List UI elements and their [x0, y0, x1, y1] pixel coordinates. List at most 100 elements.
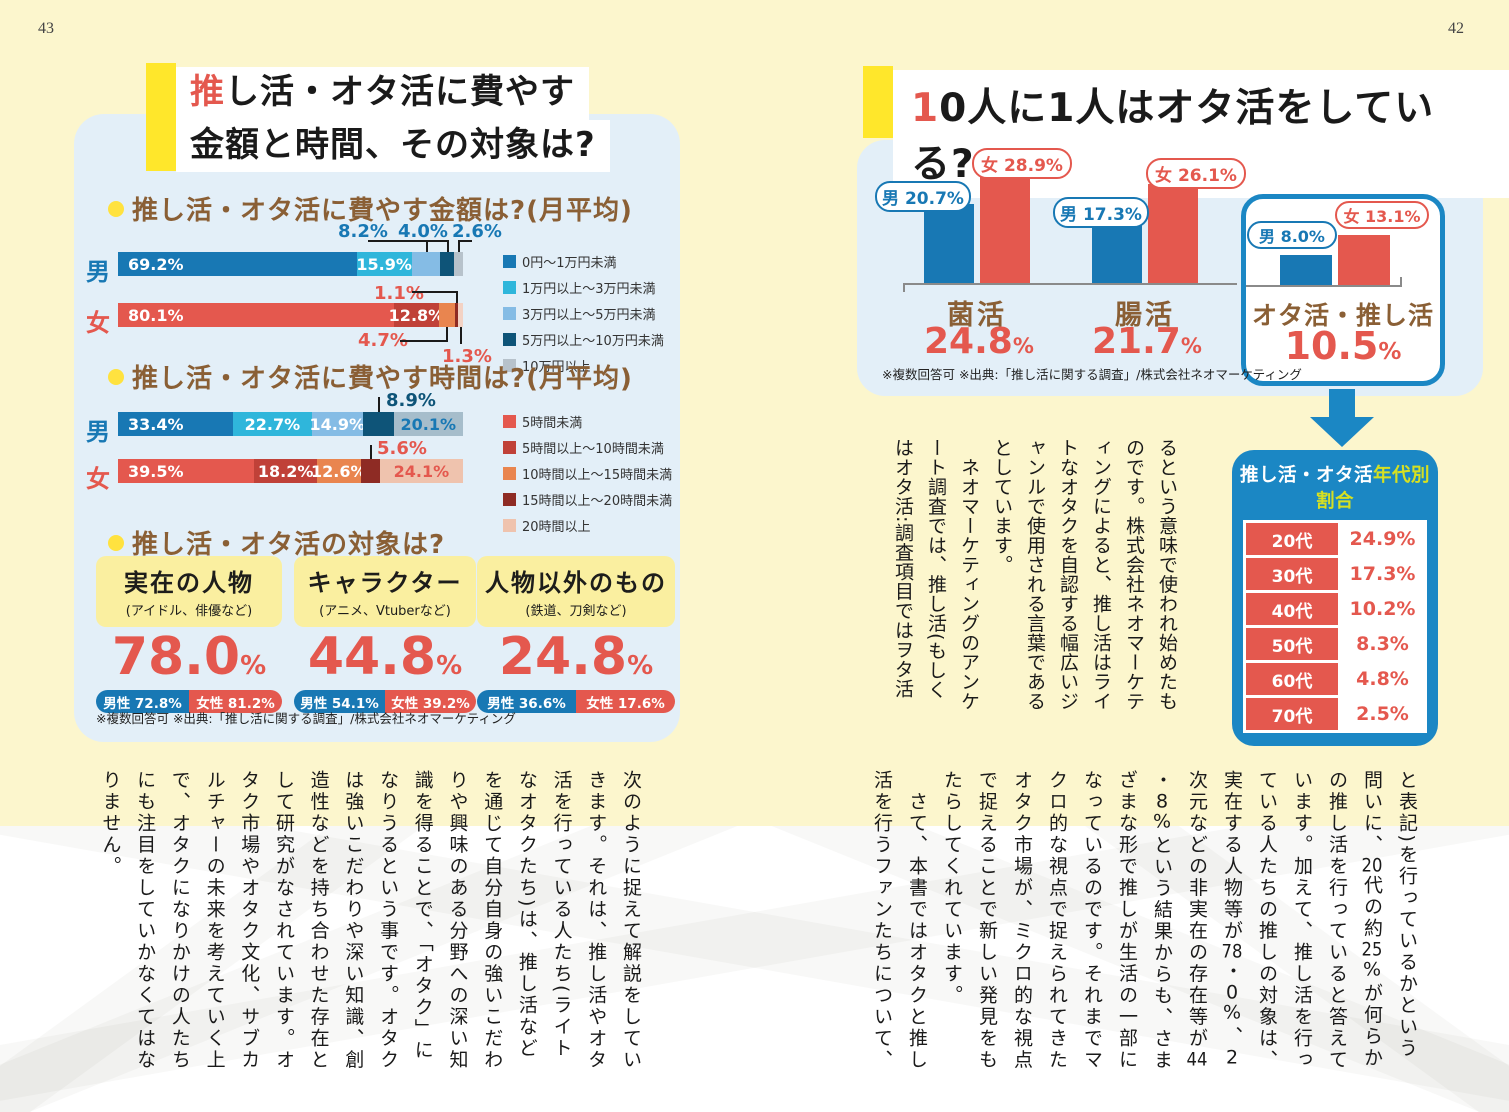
group-total-otakatsu: 10.5%	[1241, 324, 1445, 368]
bar-male-kinkatsu	[924, 204, 974, 283]
age-cell: 20代	[1246, 523, 1338, 555]
heading-text: 推し活・オタ活の対象は?	[132, 530, 446, 560]
title-line-1: 推し活・オタ活に費やす	[176, 67, 589, 120]
body-text-right-bottom: と表記)を行っているかという問いに、20代の約25%が何らかの推し活を行っている…	[871, 770, 1418, 1072]
bar-segment: 20.1%	[393, 412, 463, 436]
age-cell: 50代	[1246, 628, 1338, 660]
bar-segment: 33.4%	[118, 412, 234, 436]
callout-line	[458, 240, 472, 254]
value-cell: 4.8%	[1341, 663, 1424, 695]
callout-label: 1.1%	[374, 283, 424, 304]
bar-segment	[458, 303, 463, 327]
age-cell: 30代	[1246, 558, 1338, 590]
title-line-2: 金額と時間、その対象は?	[176, 119, 610, 172]
age-table-row: 30代 17.3%	[1246, 558, 1424, 590]
female-share: 女性 39.2%	[385, 690, 476, 714]
callout-line	[412, 291, 458, 305]
bottom-rays-background	[0, 826, 1509, 1112]
bullet-dot-icon	[108, 368, 124, 385]
body-text-left-bottom: 次のように捉えて解説をしていきます。それは、推し活やオタ活を行っている人たち(ラ…	[99, 770, 642, 1071]
percent-sign: %	[436, 651, 463, 681]
value-cell: 24.9%	[1341, 523, 1424, 555]
card-value: 78.0%	[111, 627, 267, 687]
callout-label: 5.6%	[377, 438, 427, 459]
female-share: 女性 17.6%	[576, 690, 675, 714]
age-table-row: 50代 8.3%	[1246, 628, 1424, 660]
group-total: 24.8%	[924, 321, 1034, 362]
card-subtitle: (アニメ、Vtuberなど)	[319, 604, 451, 619]
time-section-heading: 推し活・オタ活に費やす時間は?(月平均)	[108, 358, 633, 395]
title-text: 0人に1人はオタ活をしている?	[911, 86, 1435, 187]
total-value: 10.5	[1284, 324, 1379, 368]
pill-female-kinkatsu: 女 28.9%	[972, 148, 1072, 179]
callout-label: 2.6%	[452, 221, 502, 242]
bar-segment	[360, 459, 380, 483]
legend-swatch-icon	[503, 281, 516, 294]
card-value: 24.8%	[498, 627, 654, 687]
legend-label: 5時間以上〜10時間未満	[522, 442, 664, 457]
bar-segment: 39.5%	[118, 459, 255, 483]
callout-label: 8.2%	[338, 221, 388, 242]
callout-label: 4.0%	[398, 221, 448, 242]
male-share: 男性 72.8%	[96, 690, 189, 714]
age-table-row: 20代 24.9%	[1246, 523, 1424, 555]
bullet-dot-icon	[108, 200, 124, 217]
legend-swatch-icon	[503, 255, 516, 268]
table-title-main: 推し活・オタ活	[1239, 465, 1373, 486]
legend-swatch-icon	[503, 493, 516, 506]
bar-female-otakatsu	[1338, 235, 1390, 285]
heading-text: 推し活・オタ活に費やす金額は?(月平均)	[132, 196, 633, 226]
money-bar-male: 69.2% 15.9%	[118, 252, 463, 276]
segment-value-label: 18.2%	[257, 461, 314, 481]
total-value: 24.8	[924, 321, 1013, 362]
time-legend: 5時間未満 5時間以上〜10時間未満 10時間以上〜15時間未満 15時間以上〜20時…	[503, 412, 672, 535]
legend-swatch-icon	[503, 307, 516, 320]
title-line: 10人に1人はオタ活をしている?	[893, 70, 1509, 198]
target-card: キャラクター (アニメ、Vtuberなど) 44.8% 男性 54.1% 女性 39.2…	[294, 556, 476, 714]
bar-segment	[362, 412, 394, 436]
segment-value-label: 12.8%	[388, 305, 445, 325]
group-name-otakatsu: オタ活・推し活	[1251, 301, 1434, 330]
money-section-heading: 推し活・オタ活に費やす金額は?(月平均)	[108, 190, 633, 227]
bar-segment	[411, 252, 440, 276]
card-label-box: 人物以外のもの (鉄道、刀剣など)	[477, 556, 675, 627]
chart-baseline-inner	[1246, 285, 1402, 287]
pill-male-kinkatsu: 男 20.7%	[875, 181, 971, 212]
axis-label-female: 女	[86, 309, 110, 337]
callout-label: 4.7%	[358, 330, 408, 351]
percent-sign: %	[1180, 334, 1202, 358]
value-cell: 10.2%	[1341, 593, 1424, 625]
pill-male-otakatsu: 男 8.0%	[1247, 221, 1337, 249]
segment-value-label: 20.1%	[400, 414, 457, 434]
gender-split-pill: 男性 72.8% 女性 81.2%	[96, 690, 282, 714]
bar-segment: 14.9%	[309, 412, 365, 436]
baseline-tick	[903, 283, 905, 292]
money-bar-female: 80.1% 12.8%	[118, 303, 463, 327]
segment-value-label: 39.5%	[128, 461, 184, 481]
target-card: 実在の人物 (アイドル、俳優など) 78.0% 男性 72.8% 女性 81.2%	[96, 556, 282, 714]
age-table-row: 60代 4.8%	[1246, 663, 1424, 695]
title-accent-char: 推	[190, 72, 225, 112]
card-label-box: 実在の人物 (アイドル、俳優など)	[96, 556, 282, 627]
segment-value-label: 12.6%	[311, 461, 367, 481]
legend-swatch-icon	[503, 359, 516, 372]
title-accent-char: 1	[911, 86, 940, 131]
bar-male-otakatsu	[1280, 255, 1332, 285]
card-title: キャラクター	[307, 569, 463, 597]
value-cell: 17.3%	[1341, 558, 1424, 590]
down-arrow-icon	[1329, 389, 1355, 417]
legend-item: 3万円以上〜5万円未満	[503, 304, 664, 323]
target-card: 人物以外のもの (鉄道、刀剣など) 24.8% 男性 36.6% 女性 17.6%	[477, 556, 675, 714]
card-subtitle: (アイドル、俳優など)	[125, 604, 253, 619]
percent-sign: %	[240, 651, 267, 681]
legend-item: 5時間未満	[503, 412, 672, 431]
card-title: 実在の人物	[124, 569, 254, 597]
male-share: 男性 54.1%	[294, 690, 385, 714]
age-cell: 70代	[1246, 698, 1338, 730]
bar-segment: 18.2%	[254, 459, 318, 483]
callout-line	[370, 445, 374, 459]
legend-label: 10時間以上〜15時間未満	[522, 468, 673, 483]
percent-sign: %	[627, 651, 654, 681]
gender-split-pill: 男性 54.1% 女性 39.2%	[294, 690, 476, 714]
time-bar-male: 33.4% 22.7% 14.9% 20.1%	[118, 412, 463, 436]
